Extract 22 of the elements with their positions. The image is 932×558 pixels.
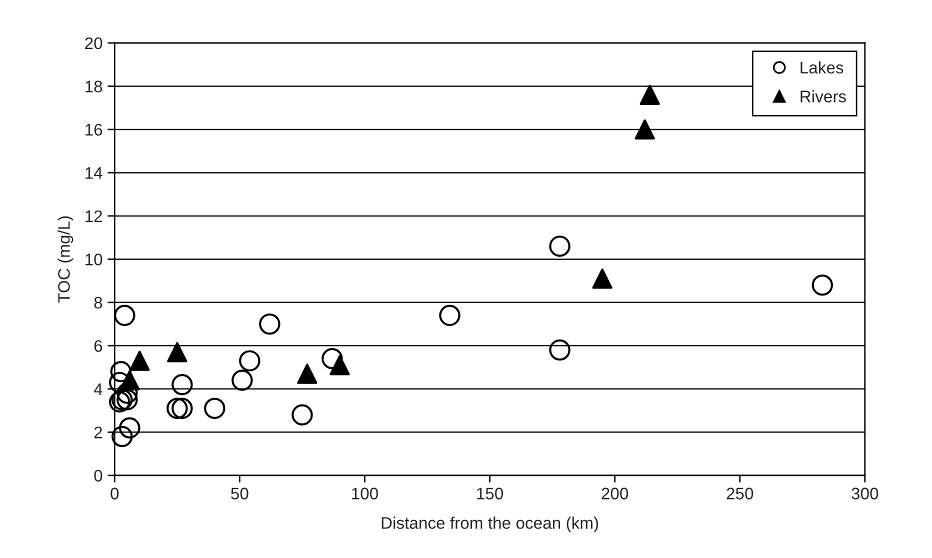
y-tick-label: 0 <box>94 470 102 482</box>
x-tick-label: 150 <box>477 488 504 500</box>
y-tick-label: 14 <box>86 167 102 179</box>
y-tick-label: 8 <box>94 296 102 309</box>
y-tick-label: 10 <box>86 254 102 266</box>
y-tick-label: 16 <box>86 124 102 136</box>
x-tick-label: 250 <box>726 488 754 500</box>
y-tick-label: 12 <box>86 210 102 222</box>
legend-label: Rivers <box>800 90 846 102</box>
x-tick-label: 100 <box>352 488 378 500</box>
x-tick-label: 0 <box>110 488 119 500</box>
y-tick-label: 4 <box>94 384 102 395</box>
y-tick-label: 20 <box>85 37 102 50</box>
y-axis-title: TOC (mg/L) <box>58 216 74 303</box>
legend-label: Lakes <box>800 61 844 74</box>
x-axis-title: Distance from the ocean (km) <box>382 516 598 532</box>
x-tick-label: 200 <box>602 488 628 500</box>
y-tick-label: 18 <box>86 80 102 92</box>
x-tick-label: 300 <box>852 488 878 500</box>
x-tick-label: 50 <box>231 488 248 500</box>
y-tick-label: 6 <box>94 340 102 352</box>
y-tick-label: 2 <box>94 426 102 438</box>
